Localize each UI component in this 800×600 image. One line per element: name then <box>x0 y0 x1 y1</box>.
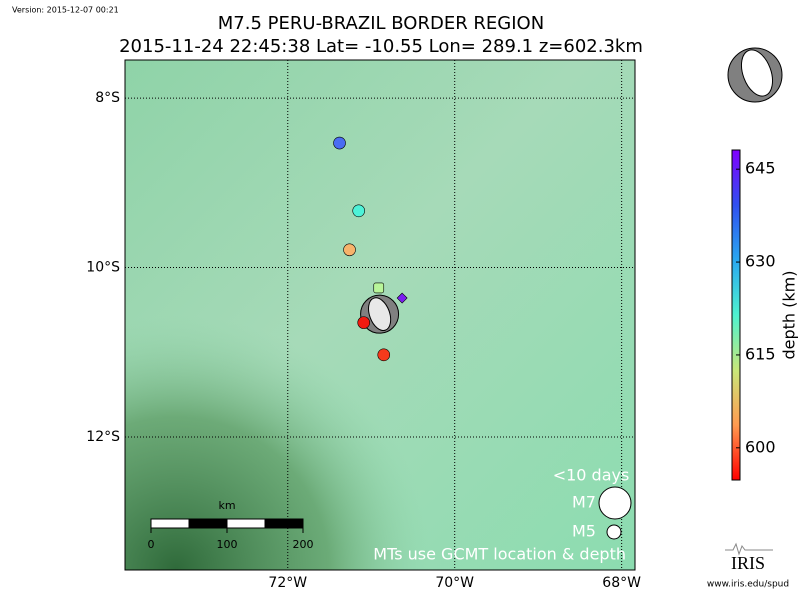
logo-name: IRIS <box>731 553 765 573</box>
colorbar-tick-label: 645 <box>745 159 776 178</box>
scale-unit: km <box>218 499 235 512</box>
colorbar-label: depth (km) <box>780 271 799 360</box>
beachball-icon <box>727 47 783 103</box>
title: M7.5 PERU-BRAZIL BORDER REGION <box>218 13 544 34</box>
version: Version: 2015-12-07 00:21 <box>12 6 119 15</box>
event <box>396 292 408 304</box>
scale-segment <box>188 518 228 529</box>
scale-segment <box>264 518 304 529</box>
colorbar-tick-label: 615 <box>745 344 776 363</box>
legend-marker <box>606 524 622 540</box>
scale-tick-label: 200 <box>293 538 314 551</box>
colorbar <box>731 149 741 481</box>
legend-marker <box>598 486 632 520</box>
scale-segment <box>226 518 266 529</box>
logo: IRIS www.iris.edu/spud <box>707 542 789 590</box>
y-tick-label: 10°S <box>86 260 120 276</box>
x-tick-label: 70°W <box>435 575 474 591</box>
y-tick-label: 12°S <box>86 429 120 445</box>
y-tick-label: 8°S <box>95 90 120 106</box>
legend-note: MTs use GCMT location & depth <box>373 545 626 564</box>
subtitle: 2015-11-24 22:45:38 Lat= -10.55 Lon= 289… <box>119 36 643 57</box>
map-frame <box>124 59 636 571</box>
x-tick-label: 72°W <box>268 575 307 591</box>
legend-item: M7 <box>572 493 596 512</box>
mainshock-plane <box>368 297 392 331</box>
colorbar-tick-label: 630 <box>745 252 776 271</box>
event <box>357 316 371 329</box>
scale-segment <box>150 518 190 529</box>
scale-tick-label: 0 <box>148 538 155 551</box>
scale-tick-label: 100 <box>217 538 238 551</box>
event <box>352 204 366 218</box>
scale-bar: 0 100 200 <box>148 518 314 551</box>
event <box>377 348 391 362</box>
x-tick-label: 68°W <box>602 575 641 591</box>
event <box>373 282 385 294</box>
map <box>125 60 635 570</box>
legend-title: <10 days <box>553 466 630 485</box>
logo-url: www.iris.edu/spud <box>707 580 789 590</box>
colorbar-tick-label: 600 <box>745 437 776 456</box>
event <box>333 136 346 150</box>
legend-item: M5 <box>572 522 596 541</box>
event <box>343 243 356 257</box>
